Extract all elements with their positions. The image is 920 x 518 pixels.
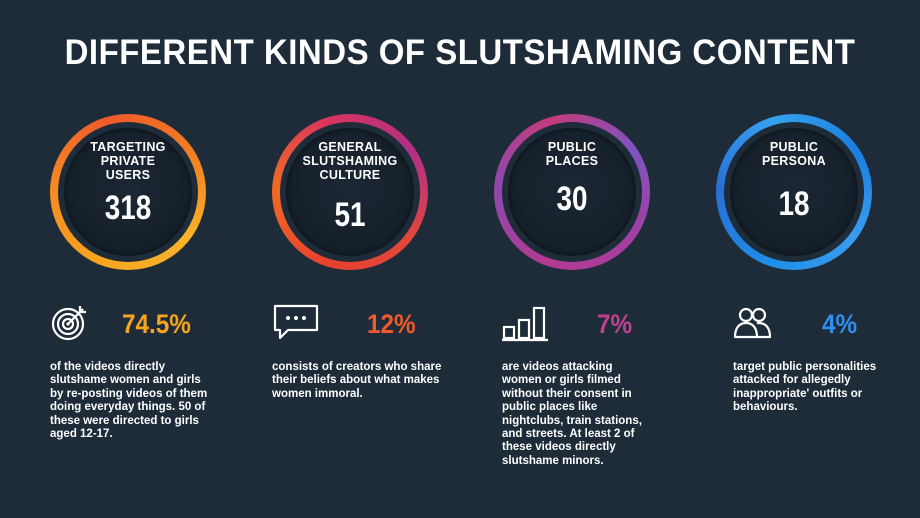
description-public-persona: target public personalities attacked for…: [733, 361, 877, 414]
people-icon: [733, 307, 772, 339]
ring-count: 30: [556, 180, 588, 218]
percent-general-slutshaming-culture: 12%: [367, 309, 416, 339]
percent-public-places: 7%: [597, 309, 633, 339]
ring-label-line: PERSONA: [762, 154, 826, 168]
ring-targeting-private-users: TARGETING PRIVATE USERS 318: [50, 114, 206, 270]
description-targeting-private-users: of the videos directly slutshame women a…: [50, 361, 208, 441]
ring-count: 18: [778, 185, 810, 223]
ring-label-line: PUBLIC: [769, 140, 819, 154]
percent-targeting-private-users: 74.5%: [122, 309, 191, 339]
page-title: DIFFERENT KINDS OF SLUTSHAMING CONTENT: [64, 31, 856, 72]
ring-label-line: PLACES: [545, 154, 599, 168]
target-icon: [51, 306, 86, 341]
description-general-slutshaming-culture: consists of creators who share their bel…: [272, 361, 442, 400]
ring-label-line: USERS: [105, 168, 151, 182]
ring-count: 318: [104, 189, 152, 227]
ring-label-line: CULTURE: [319, 168, 381, 182]
ring-label-line: SLUTSHAMING: [302, 154, 398, 168]
ring-label-line: TARGETING: [90, 140, 166, 154]
ring-public-persona: PUBLIC PERSONA 18: [716, 114, 872, 270]
ring-general-slutshaming-culture: GENERAL SLUTSHAMING CULTURE 51: [272, 114, 428, 270]
ring-label-line: GENERAL: [318, 140, 382, 154]
description-public-places: are videos attacking women or girls film…: [502, 361, 642, 467]
ring-public-places: PUBLIC PLACES 30: [494, 114, 650, 270]
percent-public-persona: 4%: [822, 309, 858, 339]
chat-bubble-icon: [273, 304, 319, 340]
ring-count: 51: [334, 196, 366, 234]
ring-label-line: PUBLIC: [547, 140, 597, 154]
bar-chart-icon: [502, 306, 548, 342]
ring-label-line: PRIVATE: [100, 154, 156, 168]
